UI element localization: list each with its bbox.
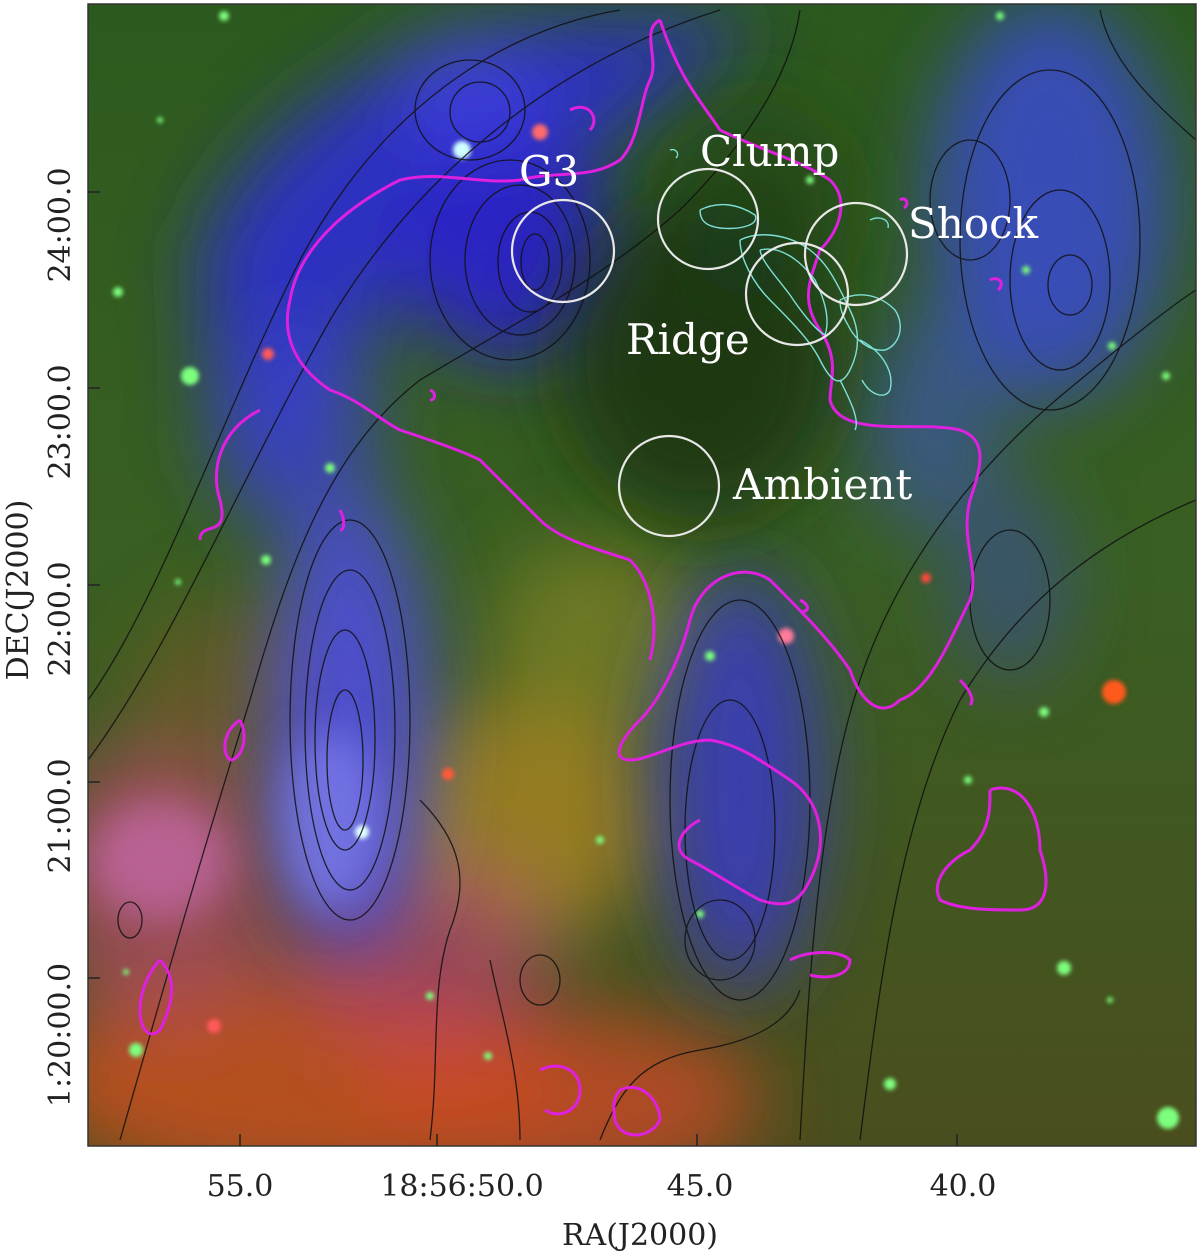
region-ridge-circle [744,241,850,347]
region-label-clump: Clump [700,127,839,176]
region-label-ridge: Ridge [626,315,750,364]
y-tick-label: 22:00.0 [43,561,78,676]
y-tick-label: 21:00.0 [43,758,78,873]
x-tick-label: 18:56:50.0 [380,1169,543,1204]
region-label-ambient: Ambient [732,460,912,509]
x-tick-label: 45.0 [667,1169,734,1204]
x-axis-label: RA(J2000) [562,1218,718,1253]
y-axis-label: DEC(J2000) [1,500,36,681]
image-frame [87,3,1197,1147]
region-labels: G3 Clump Shock Ridge Ambient [519,127,1039,509]
tick-marks [88,191,958,1146]
stars [113,11,1179,1129]
region-ambient-circle [617,434,721,538]
region-clump-circle [656,167,760,271]
x-tick-label: 55.0 [207,1169,274,1204]
y-tick-label: 24:00.0 [43,167,78,282]
region-circles [510,167,909,538]
composite-image: G3 Clump Shock Ridge Ambient [88,4,1196,1146]
y-tick-label: 23:00.0 [43,364,78,479]
region-label-shock: Shock [908,199,1039,248]
region-label-g3: G3 [519,147,579,196]
region-g3-circle [510,198,616,304]
y-tick-label: 1:20:00.0 [43,963,78,1107]
cyan-contours [669,148,901,431]
region-shock-circle [803,201,909,307]
x-tick-label: 40.0 [930,1169,997,1204]
x-tick-labels: 55.0 18:56:50.0 45.0 40.0 [207,1169,997,1204]
y-tick-labels: 24:00.0 23:00.0 22:00.0 21:00.0 1:20:00.… [43,167,78,1107]
